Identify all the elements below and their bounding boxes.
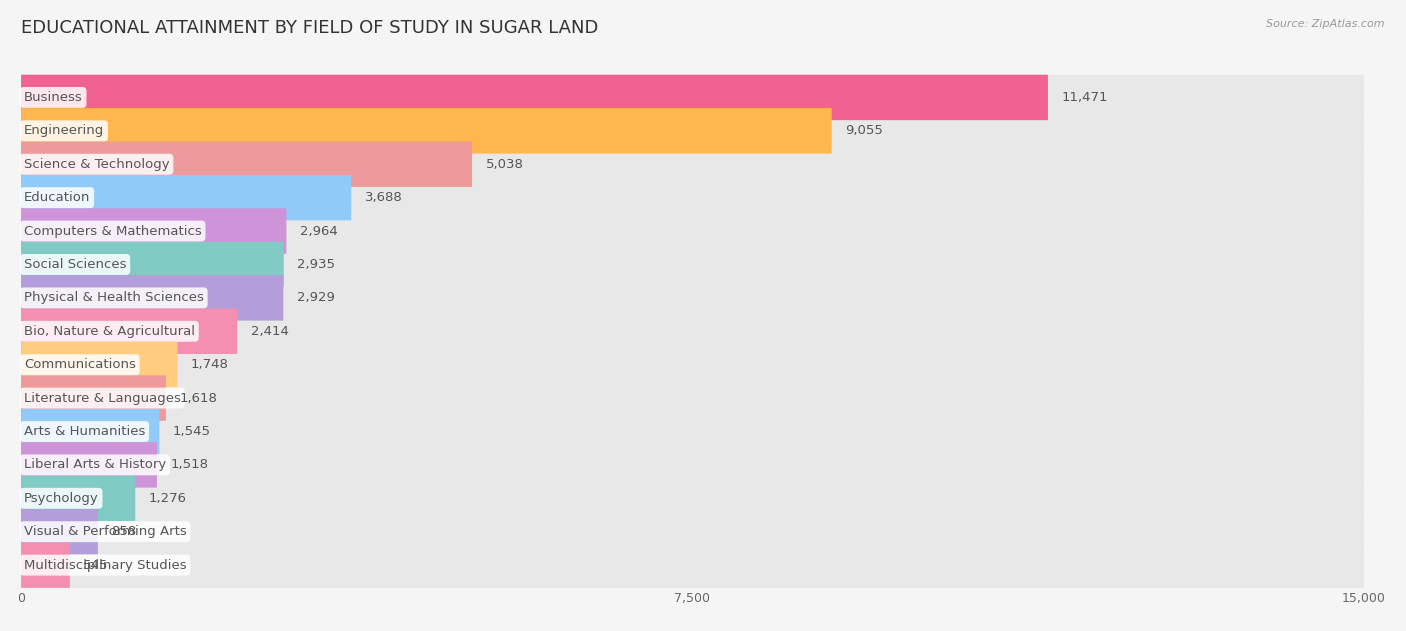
Text: 2,414: 2,414 <box>250 325 288 338</box>
Text: 9,055: 9,055 <box>845 124 883 138</box>
FancyBboxPatch shape <box>21 309 1364 354</box>
FancyBboxPatch shape <box>21 409 159 454</box>
Text: 5,038: 5,038 <box>485 158 523 171</box>
FancyBboxPatch shape <box>21 108 1364 153</box>
Text: Bio, Nature & Agricultural: Bio, Nature & Agricultural <box>24 325 195 338</box>
FancyBboxPatch shape <box>21 342 1364 387</box>
Text: Source: ZipAtlas.com: Source: ZipAtlas.com <box>1267 19 1385 29</box>
FancyBboxPatch shape <box>21 375 166 421</box>
Text: EDUCATIONAL ATTAINMENT BY FIELD OF STUDY IN SUGAR LAND: EDUCATIONAL ATTAINMENT BY FIELD OF STUDY… <box>21 19 599 37</box>
FancyBboxPatch shape <box>21 543 1364 588</box>
Text: 1,618: 1,618 <box>180 392 218 404</box>
FancyBboxPatch shape <box>21 342 177 387</box>
FancyBboxPatch shape <box>21 108 832 153</box>
FancyBboxPatch shape <box>21 141 1364 187</box>
Text: 1,545: 1,545 <box>173 425 211 438</box>
Text: 545: 545 <box>83 558 108 572</box>
Text: 1,276: 1,276 <box>149 492 187 505</box>
Text: 1,748: 1,748 <box>191 358 229 371</box>
Text: 2,964: 2,964 <box>299 225 337 237</box>
Text: Arts & Humanities: Arts & Humanities <box>24 425 145 438</box>
FancyBboxPatch shape <box>21 442 1364 488</box>
Text: Computers & Mathematics: Computers & Mathematics <box>24 225 201 237</box>
Text: Communications: Communications <box>24 358 135 371</box>
FancyBboxPatch shape <box>21 275 1364 321</box>
FancyBboxPatch shape <box>21 208 287 254</box>
FancyBboxPatch shape <box>21 242 284 287</box>
Text: 858: 858 <box>111 525 136 538</box>
Text: Liberal Arts & History: Liberal Arts & History <box>24 458 166 471</box>
FancyBboxPatch shape <box>21 242 1364 287</box>
FancyBboxPatch shape <box>21 74 1047 120</box>
FancyBboxPatch shape <box>21 476 135 521</box>
Text: Science & Technology: Science & Technology <box>24 158 169 171</box>
FancyBboxPatch shape <box>21 175 1364 220</box>
FancyBboxPatch shape <box>21 509 1364 555</box>
Text: Business: Business <box>24 91 83 104</box>
FancyBboxPatch shape <box>21 375 1364 421</box>
FancyBboxPatch shape <box>21 275 283 321</box>
Text: Engineering: Engineering <box>24 124 104 138</box>
FancyBboxPatch shape <box>21 543 70 588</box>
FancyBboxPatch shape <box>21 309 238 354</box>
FancyBboxPatch shape <box>21 509 98 555</box>
Text: Psychology: Psychology <box>24 492 98 505</box>
Text: Literature & Languages: Literature & Languages <box>24 392 180 404</box>
Text: 3,688: 3,688 <box>364 191 402 204</box>
FancyBboxPatch shape <box>21 409 1364 454</box>
FancyBboxPatch shape <box>21 74 1364 120</box>
Text: 11,471: 11,471 <box>1062 91 1108 104</box>
FancyBboxPatch shape <box>21 476 1364 521</box>
FancyBboxPatch shape <box>21 208 1364 254</box>
Text: Visual & Performing Arts: Visual & Performing Arts <box>24 525 187 538</box>
Text: 2,929: 2,929 <box>297 292 335 304</box>
Text: Physical & Health Sciences: Physical & Health Sciences <box>24 292 204 304</box>
Text: Social Sciences: Social Sciences <box>24 258 127 271</box>
FancyBboxPatch shape <box>21 175 351 220</box>
Text: 2,935: 2,935 <box>297 258 335 271</box>
Text: Multidisciplinary Studies: Multidisciplinary Studies <box>24 558 187 572</box>
Text: 1,518: 1,518 <box>170 458 208 471</box>
FancyBboxPatch shape <box>21 442 157 488</box>
Text: Education: Education <box>24 191 90 204</box>
FancyBboxPatch shape <box>21 141 472 187</box>
